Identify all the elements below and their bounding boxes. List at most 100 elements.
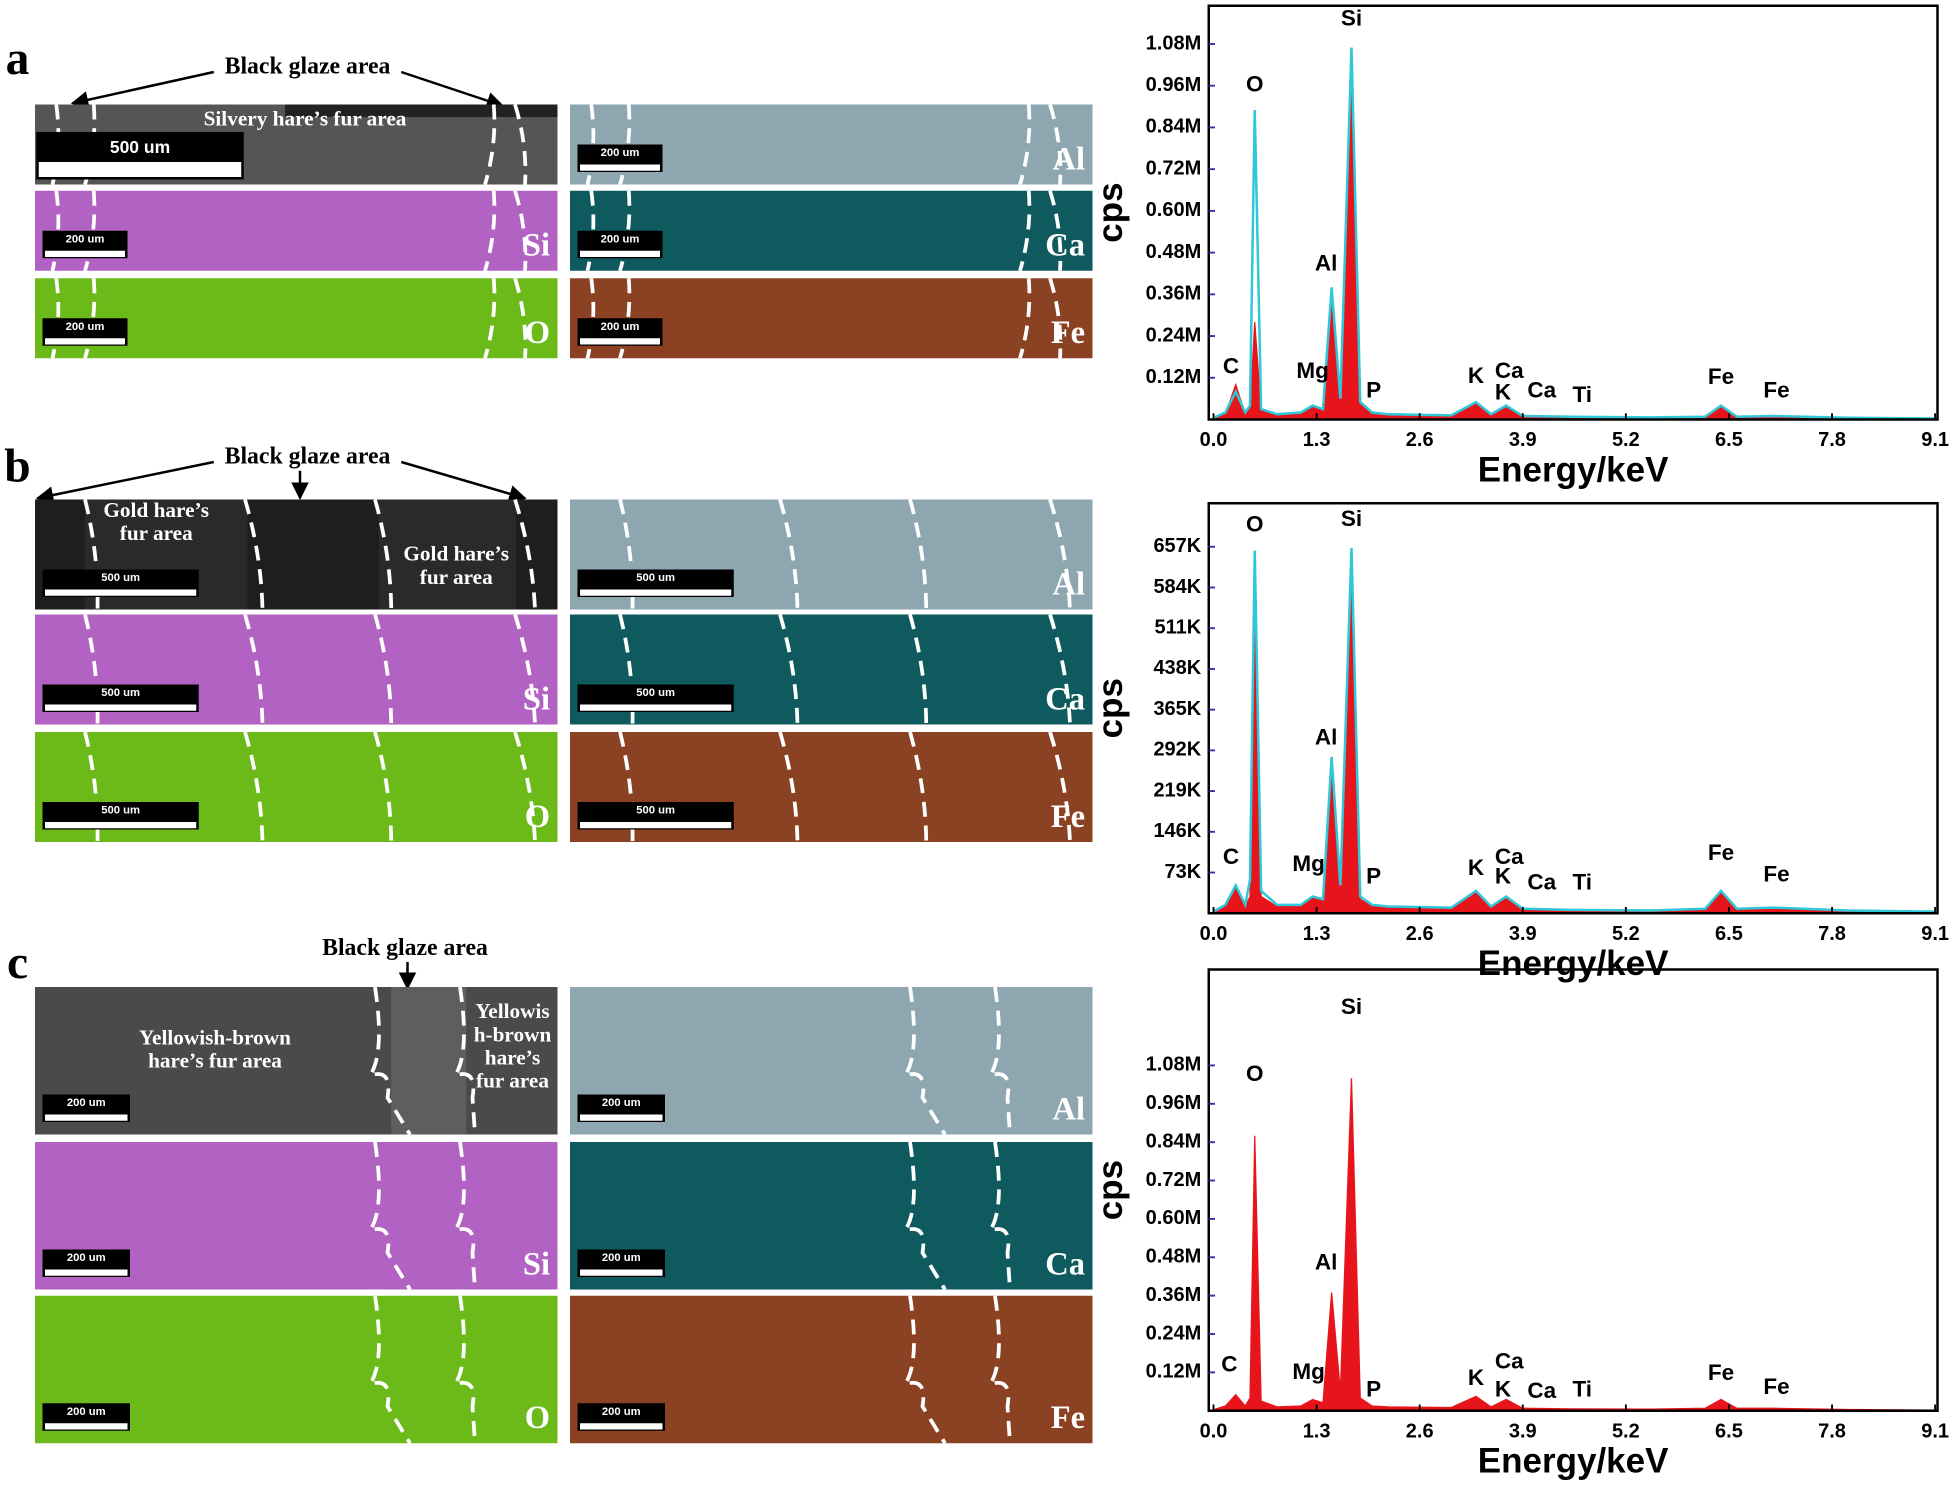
callout: Black glaze area	[225, 444, 391, 470]
peak-label: Fe	[1763, 378, 1789, 403]
y-tick-label: 657K	[1153, 535, 1201, 557]
grey-band	[391, 987, 467, 1135]
callout-arrow	[35, 460, 215, 504]
x-tick-label: 7.8	[1818, 1420, 1846, 1442]
scale-label: 200 um	[602, 1252, 641, 1264]
scale-label: 500 um	[101, 572, 140, 584]
scale-bar	[580, 589, 732, 596]
peak-label: Mg	[1296, 358, 1329, 383]
region-label: Gold hare’s	[103, 498, 209, 522]
x-axis-label: Energy/keV	[1478, 1442, 1669, 1481]
x-tick-label: 7.8	[1818, 923, 1846, 945]
boundary	[365, 1295, 412, 1445]
boundary	[778, 613, 800, 725]
boundary	[985, 1141, 1012, 1290]
boundary	[618, 499, 635, 610]
scale-label: 200 um	[601, 321, 640, 333]
scale-label: 200 um	[67, 1406, 106, 1418]
boundary	[365, 1141, 412, 1291]
scale-label: 200 um	[601, 147, 640, 159]
boundary	[1048, 103, 1063, 185]
x-tick-label: 9.1	[1921, 429, 1949, 451]
peak-label: Ti	[1572, 870, 1592, 895]
element-label: Fe	[1051, 315, 1085, 351]
peak-label: Mg	[1292, 851, 1325, 876]
callout-arrow	[400, 460, 527, 503]
x-tick-label: 5.2	[1612, 429, 1640, 451]
boundary	[83, 614, 100, 725]
peak-label: K	[1468, 1365, 1485, 1390]
peak-label: K	[1468, 363, 1485, 388]
peak-label: Al	[1315, 725, 1338, 750]
x-tick-label: 1.3	[1303, 429, 1331, 451]
scale-bar	[580, 704, 732, 711]
spectrum-line	[1212, 547, 1936, 913]
boundary	[900, 1295, 947, 1445]
boundary	[1048, 613, 1072, 725]
peak-label: C	[1223, 353, 1239, 378]
boundary	[483, 278, 497, 359]
boundary	[778, 498, 800, 610]
y-tick-label: 0.36M	[1146, 283, 1202, 305]
plot-frame	[1207, 502, 1939, 915]
region-label: h-brown	[474, 1022, 552, 1046]
x-tick-label: 5.2	[1612, 923, 1640, 945]
boundary	[243, 498, 265, 610]
scale-bar	[580, 338, 660, 345]
boundary	[908, 613, 929, 725]
scale-label: 200 um	[67, 1097, 106, 1109]
boundary	[1048, 190, 1063, 271]
peak-label: O	[1246, 512, 1264, 537]
x-tick-label: 1.3	[1303, 923, 1331, 945]
y-tick-label: 0.84M	[1146, 1130, 1202, 1152]
dark-band	[285, 104, 558, 117]
boundary	[1018, 190, 1032, 272]
boundary	[83, 499, 100, 610]
spectrum-area	[1212, 1078, 1936, 1412]
panel-letter: a	[6, 33, 30, 85]
boundary	[1048, 731, 1072, 843]
callout: Black glaze area	[322, 935, 488, 961]
boundary	[365, 986, 412, 1136]
element-label: O	[525, 799, 550, 835]
boundary	[243, 613, 265, 725]
region-label: Yellowis	[475, 999, 549, 1023]
x-tick-label: 6.5	[1715, 1420, 1743, 1442]
y-tick-label: 0.36M	[1146, 1284, 1202, 1306]
boundary	[373, 498, 394, 610]
peak-label: Fe	[1763, 861, 1789, 886]
boundary	[483, 190, 497, 272]
element-label: Al	[1053, 566, 1086, 602]
panel-letter: c	[7, 937, 28, 989]
y-tick-label: 0.60M	[1146, 199, 1202, 221]
boundary	[618, 731, 635, 843]
callout: Black glaze area	[225, 54, 391, 80]
peak-label: Fe	[1708, 1360, 1734, 1385]
y-tick-label: 219K	[1153, 779, 1201, 801]
y-tick-label: 511K	[1155, 616, 1202, 638]
scale-bar	[45, 250, 125, 257]
boundary	[513, 498, 537, 610]
boundary	[450, 1141, 477, 1290]
y-tick-label: 73K	[1165, 861, 1202, 883]
scale-bar	[580, 1114, 663, 1121]
x-tick-label: 1.3	[1303, 1420, 1331, 1442]
callout-arrow	[70, 70, 215, 109]
peak-label: O	[1246, 72, 1264, 97]
boundary	[50, 190, 61, 272]
region-label: fur area	[476, 1069, 549, 1093]
plot-frame	[1207, 4, 1939, 421]
region-label: fur area	[420, 565, 493, 589]
scale-bar	[45, 1423, 128, 1430]
boundary	[900, 986, 947, 1136]
scale-bar	[580, 250, 660, 257]
scale-bar	[580, 164, 660, 171]
boundary	[513, 613, 537, 725]
scale-label: 200 um	[66, 321, 105, 333]
boundary	[585, 190, 596, 272]
peak-label: Si	[1341, 6, 1362, 31]
x-tick-label: 6.5	[1715, 923, 1743, 945]
peak-label: Fe	[1708, 840, 1734, 865]
boundary	[1048, 277, 1063, 359]
peak-label: P	[1366, 1377, 1381, 1402]
